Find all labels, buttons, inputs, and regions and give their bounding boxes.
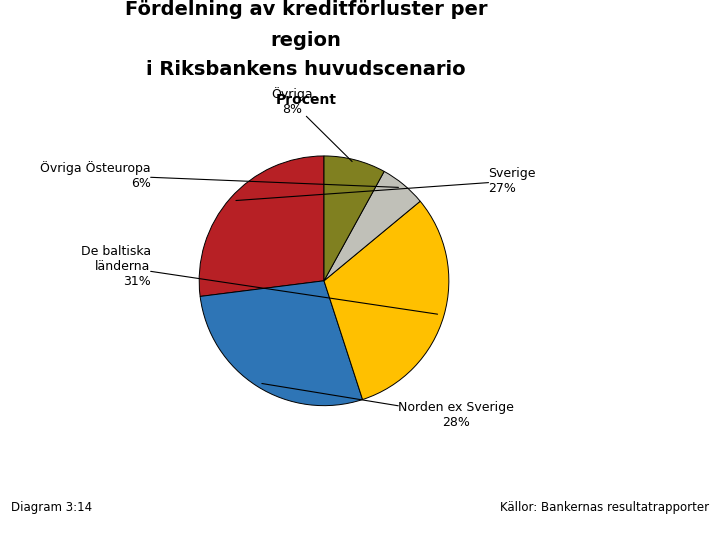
Text: Diagram 3:14: Diagram 3:14 [11,502,92,515]
Text: i Riksbankens huvudscenario: i Riksbankens huvudscenario [146,60,466,79]
Text: Källor: Bankernas resultatrapporter: Källor: Bankernas resultatrapporter [500,502,709,515]
Wedge shape [200,281,363,406]
Text: Övriga Östeuropa
6%: Övriga Östeuropa 6% [40,160,398,190]
Text: Övriga
8%: Övriga 8% [271,87,352,161]
Text: Procent: Procent [276,93,336,107]
Text: region: region [271,31,341,50]
Text: Sverige
27%: Sverige 27% [236,167,536,200]
Text: Norden ex Sverige
28%: Norden ex Sverige 28% [262,383,514,429]
Wedge shape [324,156,384,281]
Wedge shape [324,201,449,400]
Text: De baltiska
länderna
31%: De baltiska länderna 31% [81,245,438,314]
Wedge shape [199,156,324,296]
Wedge shape [324,171,420,281]
Text: Fördelning av kreditförluster per: Fördelning av kreditförluster per [125,0,487,19]
